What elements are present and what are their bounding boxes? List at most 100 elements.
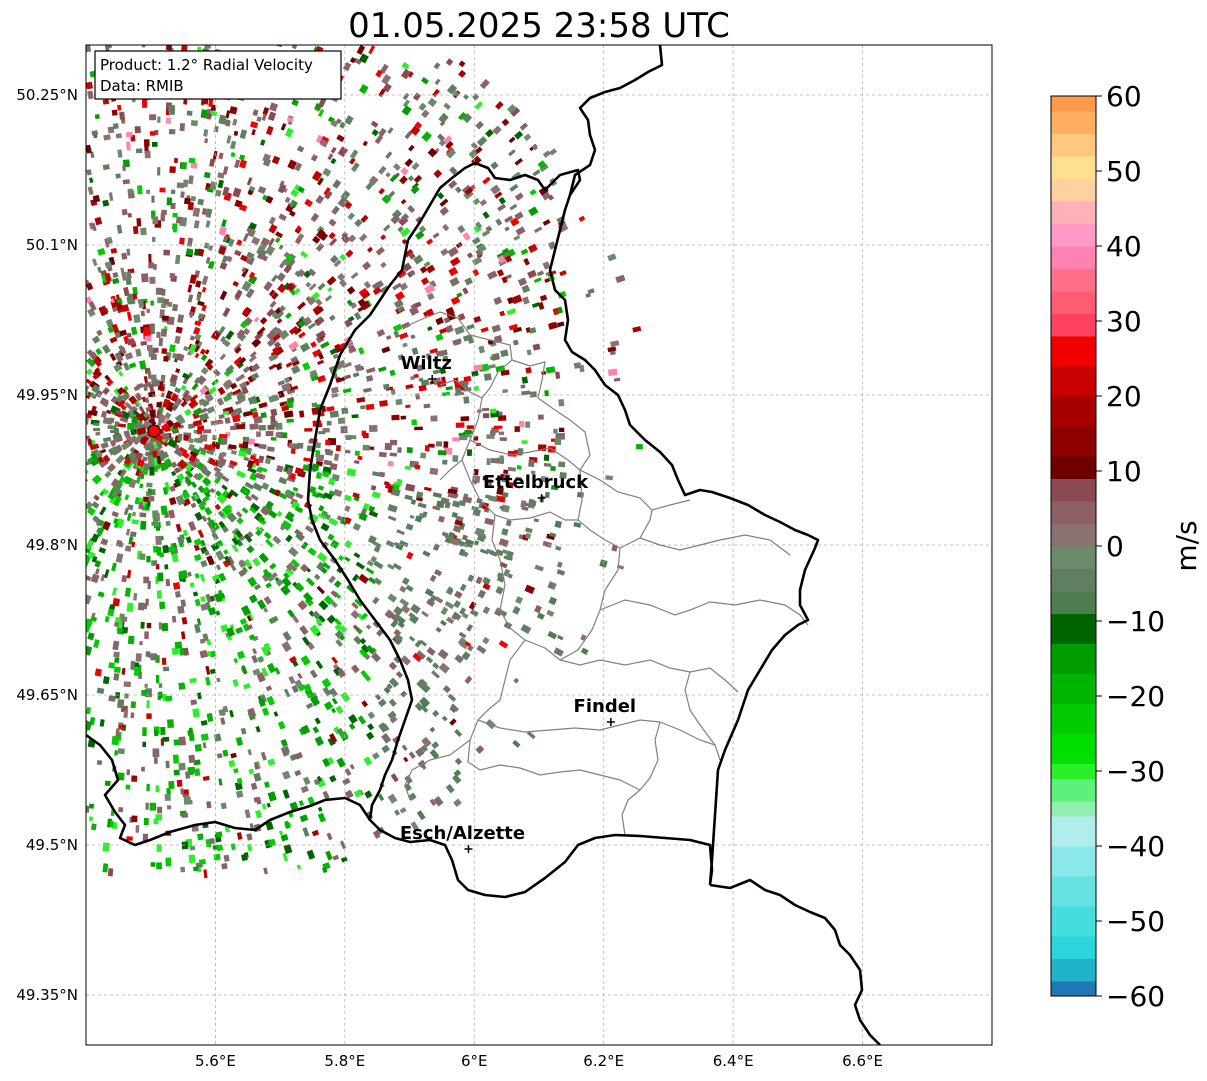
radar-echo-cell	[118, 349, 125, 358]
radar-echo-cell	[230, 151, 236, 158]
radar-echo-cell	[323, 459, 333, 466]
radar-echo-cell	[103, 134, 111, 141]
radar-echo-cell	[344, 505, 351, 513]
radar-echo-cell	[185, 248, 194, 256]
radar-echo-cell	[415, 216, 423, 224]
radar-echo-cell	[499, 455, 504, 463]
radar-echo-cell	[204, 506, 213, 516]
radar-echo-cell	[317, 806, 323, 812]
radar-echo-cell	[374, 693, 382, 701]
radar-echo-cell	[139, 360, 147, 370]
radar-echo-cell	[155, 785, 160, 793]
radar-echo-cell	[400, 213, 410, 222]
radar-echo-cell	[475, 221, 483, 230]
radar-echo-cell	[521, 376, 529, 384]
radar-echo-cell	[305, 281, 312, 288]
radar-echo-layer	[86, 45, 643, 879]
radar-echo-cell	[482, 606, 491, 615]
radar-echo-cell	[266, 446, 275, 452]
radar-echo-cell	[317, 177, 324, 186]
radar-echo-cell	[248, 355, 257, 363]
radar-echo-cell	[315, 330, 326, 340]
radar-echo-cell	[295, 492, 304, 500]
radar-echo-cell	[114, 421, 120, 427]
map-frame	[85, 44, 993, 1046]
radar-echo-cell	[559, 270, 567, 277]
radar-echo-cell	[315, 617, 323, 625]
radar-echo-cell	[232, 679, 239, 687]
radar-echo-cell	[328, 575, 336, 584]
radar-echo-cell	[211, 532, 220, 541]
radar-echo-cell	[339, 840, 347, 850]
radar-echo-cell	[311, 407, 319, 415]
radar-echo-cell	[120, 616, 128, 622]
radar-echo-cell	[636, 444, 643, 450]
radar-echo-cell	[416, 650, 426, 660]
radar-echo-cell	[429, 798, 437, 806]
radar-echo-cell	[414, 121, 423, 129]
radar-echo-cell	[150, 862, 156, 867]
radar-echo-cell	[615, 274, 626, 284]
radar-echo-cell	[126, 141, 131, 151]
radar-echo-cell	[438, 112, 449, 124]
radar-echo-cell	[511, 294, 523, 305]
radar-echo-cell	[256, 431, 261, 437]
radar-echo-cell	[333, 453, 339, 461]
radar-echo-cell	[395, 398, 403, 406]
radar-echo-cell	[557, 634, 564, 641]
radar-echo-cell	[372, 541, 382, 548]
radar-echo-cell	[181, 812, 189, 818]
radar-echo-cell	[157, 572, 164, 582]
radar-echo-cell	[127, 635, 135, 645]
radar-echo-cell	[86, 539, 94, 550]
radar-echo-cell	[479, 199, 488, 207]
radar-echo-cell	[276, 272, 286, 282]
radar-echo-cell	[184, 475, 193, 486]
radar-echo-cell	[326, 276, 337, 286]
radar-echo-cell	[298, 331, 306, 339]
radar-echo-cell	[246, 531, 254, 539]
radar-echo-cell	[200, 560, 208, 568]
radar-echo-cell	[215, 831, 223, 838]
radar-echo-cell	[268, 394, 279, 403]
radar-echo-cell	[242, 436, 250, 442]
radar-echo-cell	[325, 449, 334, 456]
radar-echo-cell	[246, 615, 252, 622]
radar-echo-cell	[383, 383, 390, 390]
radar-echo-cell	[330, 600, 338, 609]
radar-echo-cell	[110, 478, 121, 489]
radar-echo-cell	[189, 274, 198, 284]
radar-echo-cell	[331, 205, 340, 215]
radar-echo-cell	[222, 410, 230, 416]
colorbar-tick-label: −40	[1106, 830, 1165, 863]
canton-line	[477, 719, 661, 733]
radar-echo-cell	[189, 846, 196, 851]
radar-echo-cell	[556, 561, 563, 568]
radar-echo-cell	[167, 438, 178, 449]
radar-echo-cell	[266, 308, 275, 317]
radar-echo-cell	[373, 560, 384, 570]
radar-echo-cell	[521, 440, 528, 445]
radar-echo-cell	[443, 441, 449, 449]
radar-echo-cell	[116, 627, 124, 635]
radar-echo-cell	[542, 540, 553, 548]
radar-echo-cell	[169, 344, 176, 353]
radar-echo-cell	[209, 838, 215, 845]
radar-echo-cell	[331, 697, 338, 705]
radar-echo-cell	[114, 598, 121, 607]
radar-echo-cell	[180, 788, 184, 795]
radar-echo-cell	[337, 272, 346, 282]
radar-echo-cell	[194, 320, 202, 327]
radar-echo-cell	[147, 344, 153, 351]
radar-echo-cell	[362, 261, 372, 271]
radar-echo-cell	[477, 243, 487, 253]
radar-echo-cell	[200, 354, 208, 362]
radar-echo-cell	[115, 294, 120, 300]
radar-echo-cell	[284, 489, 291, 496]
radar-echo-cell	[181, 451, 190, 459]
radar-echo-cell	[247, 843, 253, 852]
radar-echo-cell	[112, 272, 119, 278]
radar-echo-cell	[573, 362, 582, 369]
radar-echo-cell	[147, 370, 152, 380]
radar-echo-cell	[141, 689, 147, 696]
